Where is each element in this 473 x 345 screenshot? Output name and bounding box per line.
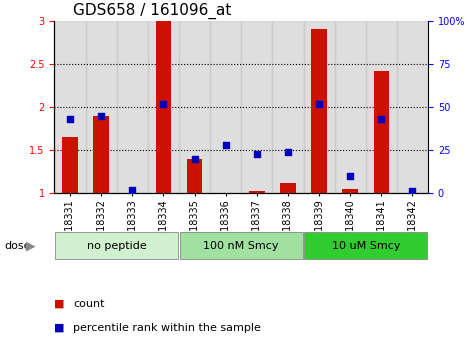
- Bar: [179, 21, 210, 193]
- Bar: [272, 21, 304, 193]
- Point: [191, 156, 198, 161]
- Point: [129, 187, 136, 193]
- Bar: [249, 190, 264, 193]
- Point: [315, 101, 323, 106]
- Bar: [93, 116, 109, 193]
- Text: ■: ■: [54, 299, 65, 308]
- Bar: [342, 189, 358, 193]
- FancyBboxPatch shape: [180, 232, 303, 259]
- Text: no peptide: no peptide: [87, 241, 147, 251]
- Text: dose: dose: [5, 241, 31, 251]
- FancyBboxPatch shape: [55, 232, 178, 259]
- Bar: [397, 21, 428, 193]
- Bar: [366, 21, 397, 193]
- Text: count: count: [73, 299, 105, 308]
- Text: 10 uM Smcy: 10 uM Smcy: [332, 241, 400, 251]
- Text: 100 nM Smcy: 100 nM Smcy: [203, 241, 279, 251]
- Bar: [86, 21, 117, 193]
- Text: ▶: ▶: [26, 239, 35, 252]
- Point: [377, 116, 385, 122]
- Bar: [148, 21, 179, 193]
- Text: ■: ■: [54, 323, 65, 333]
- Point: [409, 189, 416, 194]
- Bar: [117, 21, 148, 193]
- Bar: [334, 21, 366, 193]
- Point: [346, 173, 354, 179]
- Point: [222, 142, 229, 148]
- Point: [97, 113, 105, 118]
- Bar: [62, 137, 78, 193]
- Bar: [304, 21, 334, 193]
- FancyBboxPatch shape: [304, 232, 428, 259]
- Text: percentile rank within the sample: percentile rank within the sample: [73, 323, 261, 333]
- Bar: [210, 21, 241, 193]
- Bar: [54, 21, 86, 193]
- Point: [66, 116, 74, 122]
- Bar: [156, 21, 171, 193]
- Bar: [187, 159, 202, 193]
- Bar: [241, 21, 272, 193]
- Point: [284, 149, 292, 155]
- Bar: [374, 71, 389, 193]
- Bar: [280, 183, 296, 193]
- Point: [159, 101, 167, 106]
- Point: [253, 151, 261, 156]
- Bar: [311, 29, 327, 193]
- Text: GDS658 / 161096_at: GDS658 / 161096_at: [73, 3, 231, 19]
